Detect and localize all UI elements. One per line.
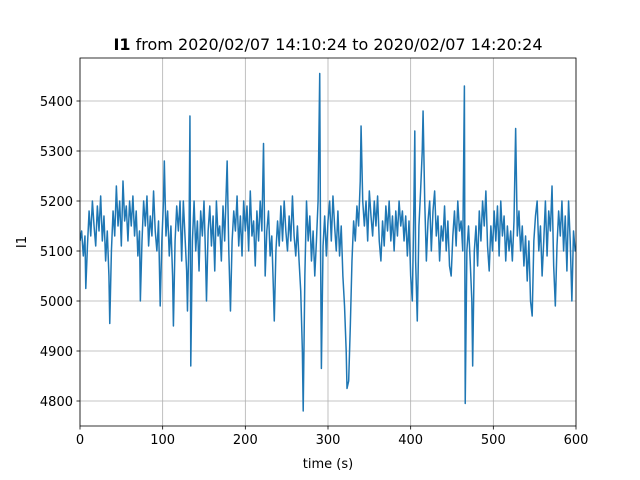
x-tick-label: 0 — [76, 433, 84, 448]
x-tick-label: 500 — [481, 433, 506, 448]
y-tick-label: 5200 — [40, 195, 73, 210]
y-tick-label: 5100 — [40, 245, 73, 260]
x-tick-label: 200 — [233, 433, 258, 448]
y-tick-label: 5400 — [40, 95, 73, 110]
x-tick-label: 100 — [150, 433, 175, 448]
y-axis-label: I1 — [15, 236, 30, 248]
title-range: from 2020/02/07 14:10:24 to 2020/02/07 1… — [131, 35, 543, 54]
y-tick-label: 5000 — [40, 295, 73, 310]
plot-frame — [79, 57, 577, 427]
x-tick-label: 400 — [398, 433, 423, 448]
x-tick-label: 300 — [316, 433, 341, 448]
x-tick-label: 600 — [564, 433, 589, 448]
data-line — [80, 72, 576, 412]
y-tick-label: 4800 — [40, 395, 73, 410]
chart-title: I1 from 2020/02/07 14:10:24 to 2020/02/0… — [113, 35, 542, 54]
x-axis-label: time (s) — [303, 457, 353, 472]
y-tick-label: 4900 — [40, 345, 73, 360]
y-tick-label: 5300 — [40, 145, 73, 160]
title-variable: I1 — [113, 35, 130, 54]
